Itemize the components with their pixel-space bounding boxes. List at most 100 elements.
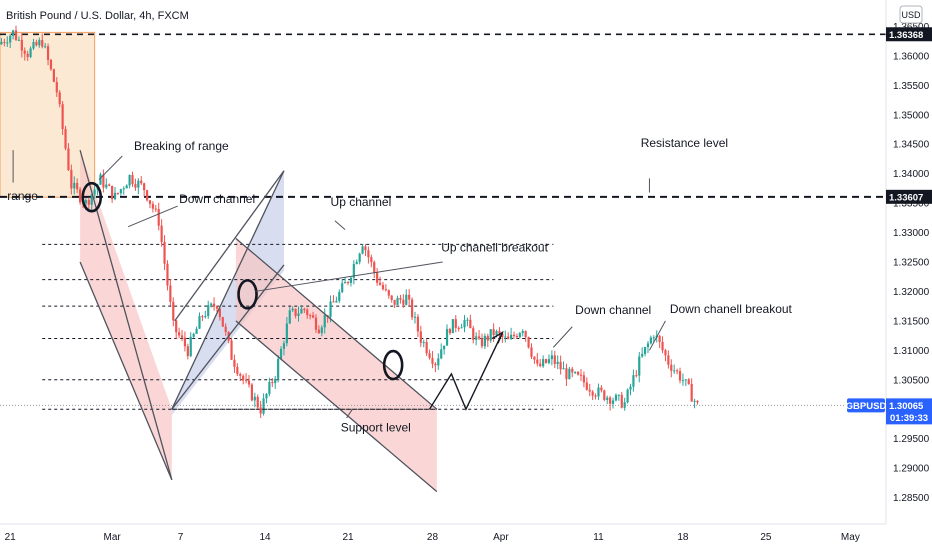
candle xyxy=(472,325,475,344)
candle-body xyxy=(12,30,15,36)
time-axis[interactable] xyxy=(0,524,886,550)
range-box-outline xyxy=(0,31,96,198)
candle-body xyxy=(49,59,53,70)
candle xyxy=(448,327,452,336)
candle-body xyxy=(32,41,35,49)
candle xyxy=(341,279,344,294)
y-tick-label: 1.34000 xyxy=(893,169,930,180)
candle xyxy=(58,90,61,108)
currency-button[interactable]: USD xyxy=(899,5,923,24)
down-channel-1-upper-line xyxy=(79,149,173,481)
down-channel-2-arrow xyxy=(552,326,573,348)
candle xyxy=(116,192,120,196)
candle xyxy=(128,174,131,189)
candle-body xyxy=(274,378,277,384)
candle-body xyxy=(23,50,26,54)
candle xyxy=(661,336,664,354)
candle xyxy=(440,343,443,360)
candle xyxy=(215,305,219,313)
candle xyxy=(306,307,309,319)
x-tick-label: 28 xyxy=(427,532,439,543)
candle xyxy=(678,367,682,384)
candle-body xyxy=(480,338,484,347)
candle xyxy=(568,366,571,380)
candle xyxy=(87,197,90,209)
candle xyxy=(521,329,524,337)
candle-body xyxy=(440,349,443,359)
candle-body xyxy=(300,308,303,314)
y-tick-label: 1.34500 xyxy=(893,140,930,151)
candle xyxy=(693,398,696,409)
candle xyxy=(443,345,446,355)
candle-body xyxy=(649,337,652,344)
candle-body xyxy=(105,184,108,188)
candle-body xyxy=(349,277,353,283)
candle xyxy=(41,33,44,49)
candle xyxy=(664,348,667,362)
candle xyxy=(690,378,693,402)
candle-body xyxy=(288,310,291,324)
resistance-tag-bg xyxy=(886,189,932,204)
down-channel-2-zone xyxy=(235,238,437,492)
candle xyxy=(617,394,620,401)
candle xyxy=(160,219,163,247)
candle-body xyxy=(483,335,486,347)
candle-body xyxy=(475,336,478,340)
annotation-breaking-of-range: Breaking of range xyxy=(134,139,229,153)
candle-body xyxy=(364,246,367,251)
candle xyxy=(143,182,146,197)
price-axis[interactable] xyxy=(886,0,932,524)
candle-body xyxy=(641,353,644,357)
candle-body xyxy=(131,175,134,185)
candle-body xyxy=(207,304,210,317)
candle-body xyxy=(279,348,283,359)
candle-body xyxy=(61,104,64,129)
x-tick-label: 7 xyxy=(178,532,184,543)
candle-body xyxy=(70,170,73,189)
candle-body xyxy=(396,297,399,305)
candle xyxy=(93,183,96,199)
candle xyxy=(378,276,382,286)
y-tick-label: 1.35000 xyxy=(893,110,930,121)
candle xyxy=(445,324,449,346)
candle-body xyxy=(378,282,382,285)
candle xyxy=(183,331,187,352)
candle xyxy=(696,400,699,405)
candle xyxy=(658,334,661,349)
candle-body xyxy=(84,200,88,204)
candle xyxy=(603,389,606,402)
candle-body xyxy=(224,326,227,332)
candle-body xyxy=(346,282,350,284)
candle xyxy=(207,300,210,319)
candle xyxy=(189,332,192,358)
candle xyxy=(111,185,114,203)
candle xyxy=(620,391,623,409)
candle xyxy=(399,294,402,304)
candle xyxy=(477,330,481,340)
candle xyxy=(297,306,300,322)
candle-body xyxy=(574,371,577,373)
candle xyxy=(673,364,676,374)
candle-body xyxy=(553,355,556,364)
candle xyxy=(300,304,303,314)
candle xyxy=(410,297,414,321)
candle xyxy=(271,378,274,388)
candle xyxy=(67,143,70,171)
candle-body xyxy=(256,396,259,408)
candle-body xyxy=(314,317,318,330)
annotation-down-channel: Down channel xyxy=(179,192,255,206)
candle-body xyxy=(163,241,166,264)
y-tick-label: 1.28500 xyxy=(893,493,930,504)
candle xyxy=(384,284,387,292)
candle xyxy=(6,36,9,47)
candle xyxy=(119,188,122,196)
candle-body xyxy=(183,337,187,347)
candle-body xyxy=(122,188,125,190)
candle xyxy=(73,176,76,195)
candle xyxy=(105,178,108,190)
candle xyxy=(108,183,111,187)
candle xyxy=(55,77,58,97)
candle xyxy=(23,47,26,61)
candle xyxy=(591,390,594,400)
candle xyxy=(311,311,315,319)
